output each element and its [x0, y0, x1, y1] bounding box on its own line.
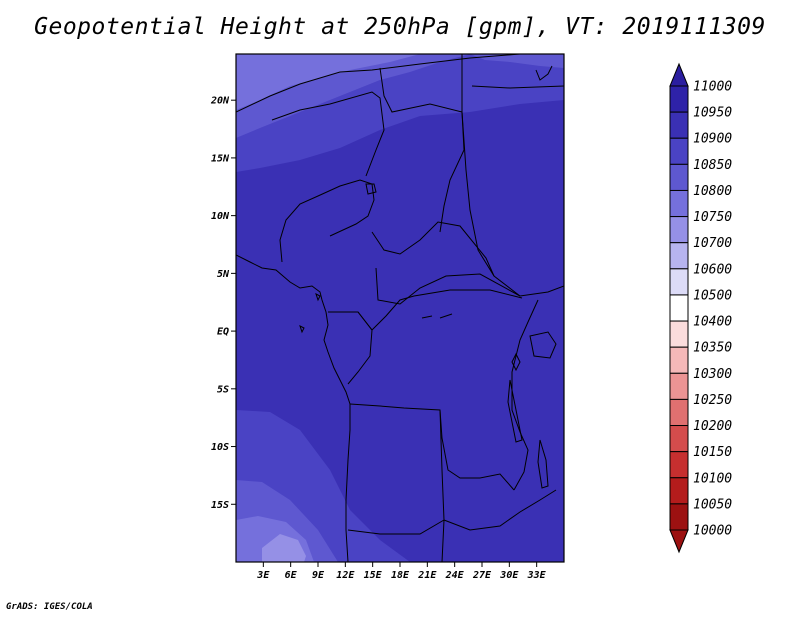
colorbar-swatch — [669, 242, 689, 270]
colorbar-level-label: 10400 — [693, 315, 732, 330]
longitude-axis: 3E 6E 9E 12E 15E 18E 21E 24E 27E 30E 33E — [256, 562, 547, 581]
border-congo — [328, 311, 373, 385]
colorbar-swatch — [669, 451, 689, 479]
colorbar-swatch — [669, 398, 689, 427]
lon-tick-label: 30E — [499, 570, 519, 581]
colorbar-level-label: 10100 — [693, 471, 732, 486]
colorbar-swatch — [669, 163, 689, 191]
border-drc-angola — [349, 403, 515, 491]
border-botswana — [347, 519, 445, 535]
border-drc-north — [357, 289, 523, 331]
lat-tick-label: 5S — [217, 384, 229, 395]
colorbar-swatch — [669, 294, 689, 322]
lat-tick-label: 5N — [217, 269, 230, 280]
colorbar-swatch — [669, 111, 689, 139]
border-drc-east — [511, 299, 539, 491]
lake-chad — [365, 183, 377, 195]
lat-tick-label: 15N — [211, 153, 230, 164]
grads-credit: GrADS: IGES/COLA — [6, 602, 93, 612]
colorbar-swatch — [669, 189, 689, 218]
border-cameroon-car — [371, 221, 495, 277]
colorbar-swatch — [669, 85, 689, 113]
colorbar-level-label: 10950 — [693, 106, 732, 121]
border-car-south — [375, 267, 521, 305]
colorbar-level-label: 10000 — [693, 524, 732, 539]
colorbar-swatch — [669, 477, 689, 505]
colorbar-swatch — [669, 137, 689, 165]
colorbar-swatch — [669, 216, 689, 244]
lon-tick-label: 12E — [336, 570, 355, 581]
colorbar-swatch — [669, 320, 689, 348]
colorbar-level-label: 10350 — [693, 341, 732, 356]
lake-malawi — [537, 439, 549, 489]
colorbar-level-label: 10050 — [693, 497, 732, 512]
colorbar: 11000 10950 10900 10850 10800 10750 10700 10600… — [669, 62, 732, 554]
latitude-axis: 20N 15N 10N 5N EQ 5S 10S 15S — [210, 96, 236, 511]
colorbar-top-arrow — [669, 62, 689, 87]
lake-kivu — [511, 352, 521, 372]
lon-tick-label: 15E — [364, 570, 383, 581]
gulf-islands — [299, 293, 453, 334]
lon-tick-label: 24E — [445, 570, 465, 581]
height-field — [236, 54, 564, 562]
field-band-10750-north — [236, 54, 420, 110]
border-angola-zambia — [439, 409, 445, 562]
colorbar-level-label: 10900 — [693, 132, 732, 147]
colorbar-swatch — [669, 346, 689, 374]
colorbar-level-label: 10200 — [693, 419, 732, 434]
border-northeast — [471, 85, 564, 89]
lat-tick-label: 10N — [211, 211, 230, 222]
lon-tick-label: 9E — [312, 570, 325, 581]
field-band-10700-south — [262, 534, 306, 562]
colorbar-level-label: 10150 — [693, 445, 732, 460]
colorbar-level-label: 10300 — [693, 367, 732, 382]
border-nigeria — [279, 179, 375, 263]
lon-tick-label: 3E — [256, 570, 270, 581]
nile-valley — [535, 65, 553, 81]
lake-tanganyika — [507, 379, 523, 443]
lat-tick-label: EQ — [217, 327, 229, 338]
lat-tick-label: 15S — [211, 500, 229, 511]
colorbar-level-label: 10600 — [693, 262, 732, 277]
lon-tick-label: 27E — [472, 570, 492, 581]
border-zambia-south — [443, 489, 557, 531]
lake-victoria — [529, 331, 557, 359]
colorbar-swatch — [669, 372, 689, 400]
lon-tick-label: 33E — [527, 570, 547, 581]
lon-tick-label: 18E — [391, 570, 410, 581]
colorbar-level-label: 10500 — [693, 288, 732, 303]
lon-tick-label: 6E — [285, 570, 298, 581]
colorbar-level-label: 11000 — [693, 80, 732, 95]
colorbar-bottom-arrow — [669, 529, 689, 554]
west-africa-coastline — [236, 254, 351, 562]
coastlines-borders — [236, 54, 564, 562]
field-band-10800-ne — [470, 54, 564, 68]
lat-tick-label: 10S — [211, 442, 229, 453]
lat-tick-label: 20N — [210, 96, 230, 107]
colorbar-swatch — [669, 425, 689, 453]
colorbar-swatch — [669, 268, 689, 296]
chart-title: Geopotential Height at 250hPa [gpm], VT:… — [34, 14, 766, 40]
border-chad-sudan — [461, 54, 564, 297]
colorbar-level-label: 10750 — [693, 210, 732, 225]
colorbar-level-label: 10700 — [693, 236, 732, 251]
colorbar-level-label: 10850 — [693, 158, 732, 173]
border-mali-niger — [271, 91, 385, 177]
colorbar-level-label: 10250 — [693, 393, 732, 408]
colorbar-level-label: 10800 — [693, 184, 732, 199]
lon-tick-label: 21E — [417, 570, 437, 581]
colorbar-swatch — [669, 503, 689, 531]
